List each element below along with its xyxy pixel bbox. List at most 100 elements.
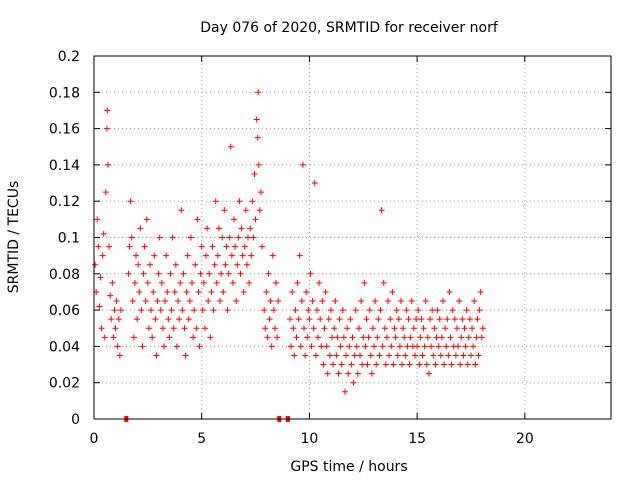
data-point — [446, 288, 453, 295]
data-point — [319, 298, 326, 305]
data-point — [477, 288, 484, 295]
data-point — [183, 288, 190, 295]
data-point — [185, 316, 192, 323]
data-point — [329, 334, 336, 341]
data-point — [303, 288, 310, 295]
data-point — [453, 325, 460, 332]
data-point — [392, 334, 399, 341]
data-point — [103, 125, 110, 132]
data-point — [176, 316, 183, 323]
data-point — [391, 325, 398, 332]
data-point — [427, 316, 434, 323]
data-point — [462, 343, 469, 350]
data-point — [417, 334, 424, 341]
data-point — [435, 343, 442, 350]
data-point — [448, 361, 455, 368]
data-point — [239, 252, 246, 259]
data-point — [249, 198, 256, 205]
data-point — [466, 316, 473, 323]
data-point — [226, 234, 233, 241]
data-point — [110, 334, 117, 341]
data-point — [424, 334, 431, 341]
y-tick-label: 0.1 — [58, 231, 80, 247]
data-point — [221, 207, 228, 214]
data-point — [341, 388, 348, 395]
data-point — [365, 334, 372, 341]
y-tick-labels: 0 0.02 0.04 0.06 0.08 0.1 0.12 0.14 0.16 0.18 0.2 — [49, 49, 80, 428]
data-point — [222, 261, 229, 268]
data-point — [405, 316, 412, 323]
data-point — [248, 252, 255, 259]
data-point — [133, 252, 140, 259]
data-point — [445, 352, 452, 359]
data-point — [177, 279, 184, 286]
data-point — [340, 334, 347, 341]
data-point — [268, 343, 275, 350]
data-point — [227, 143, 234, 150]
x-tick-label: 0 — [90, 431, 99, 447]
data-point — [114, 343, 121, 350]
data-point — [436, 316, 443, 323]
data-point — [131, 279, 138, 286]
data-point — [175, 298, 182, 305]
data-point — [165, 316, 172, 323]
x-axis-label: GPS time / hours — [290, 459, 407, 475]
data-point — [333, 352, 340, 359]
data-point — [229, 279, 236, 286]
data-point — [232, 243, 239, 250]
data-point — [479, 325, 486, 332]
data-point — [207, 334, 214, 341]
data-point — [198, 243, 205, 250]
data-point — [367, 352, 374, 359]
data-point — [162, 298, 169, 305]
data-point — [92, 261, 99, 268]
data-point — [383, 334, 390, 341]
data-point — [137, 225, 144, 232]
data-point — [184, 252, 191, 259]
data-point — [224, 307, 231, 314]
data-point — [157, 307, 164, 314]
data-point — [334, 334, 341, 341]
data-point — [275, 298, 282, 305]
data-point — [102, 189, 109, 196]
data-point — [413, 316, 420, 323]
x-tick-label: 10 — [301, 431, 319, 447]
data-point — [389, 288, 396, 295]
data-point — [138, 307, 145, 314]
data-point — [151, 252, 158, 259]
data-point — [394, 352, 401, 359]
data-point — [130, 334, 137, 341]
data-point — [225, 270, 232, 277]
data-point — [108, 316, 115, 323]
data-point — [306, 316, 313, 323]
data-point — [467, 352, 474, 359]
axis-ticks — [93, 55, 611, 420]
data-point — [172, 261, 179, 268]
data-point — [262, 325, 269, 332]
data-point — [189, 279, 196, 286]
data-point — [316, 279, 323, 286]
data-point — [219, 234, 226, 241]
data-point — [399, 361, 406, 368]
data-point — [154, 298, 161, 305]
data-point — [430, 352, 437, 359]
data-point — [140, 270, 147, 277]
data-point — [257, 189, 264, 196]
data-point — [429, 307, 436, 314]
data-point — [404, 343, 411, 350]
data-point — [147, 261, 154, 268]
data-point — [96, 303, 103, 310]
data-point — [178, 207, 185, 214]
data-point — [206, 270, 213, 277]
data-point — [385, 298, 392, 305]
data-point — [134, 316, 141, 323]
data-point — [301, 325, 308, 332]
y-tick-label: 0.06 — [49, 303, 80, 319]
data-point — [355, 325, 362, 332]
data-point — [403, 307, 410, 314]
data-point — [396, 343, 403, 350]
data-point — [345, 370, 352, 377]
data-point — [312, 352, 319, 359]
data-point — [270, 307, 277, 314]
data-point — [211, 261, 218, 268]
